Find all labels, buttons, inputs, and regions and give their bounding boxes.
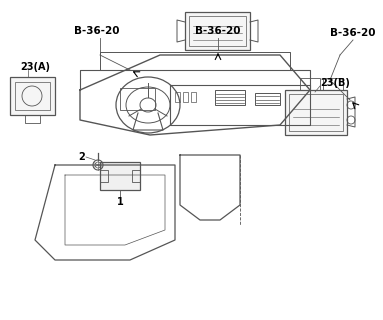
Bar [189, 16, 246, 46]
Bar [10, 77, 55, 115]
Bar [175, 92, 180, 102]
Text: 23(A): 23(A) [20, 62, 50, 72]
Bar [100, 170, 108, 182]
Bar [215, 90, 245, 105]
Bar [285, 90, 347, 135]
Bar [185, 12, 250, 50]
Bar [289, 94, 343, 131]
Text: 23(B): 23(B) [320, 78, 350, 88]
Text: 1: 1 [117, 197, 123, 207]
Bar [300, 78, 320, 90]
Bar [191, 92, 196, 102]
Bar [132, 170, 140, 182]
Text: B-36-20: B-36-20 [330, 28, 376, 38]
Text: 2: 2 [79, 152, 85, 162]
Bar [15, 82, 50, 110]
Bar [255, 93, 280, 105]
Bar [183, 92, 188, 102]
Bar [100, 162, 140, 190]
Text: B-36-20: B-36-20 [195, 26, 241, 36]
Bar [323, 78, 343, 90]
Bar [120, 88, 155, 110]
Text: B-36-20: B-36-20 [74, 26, 120, 36]
